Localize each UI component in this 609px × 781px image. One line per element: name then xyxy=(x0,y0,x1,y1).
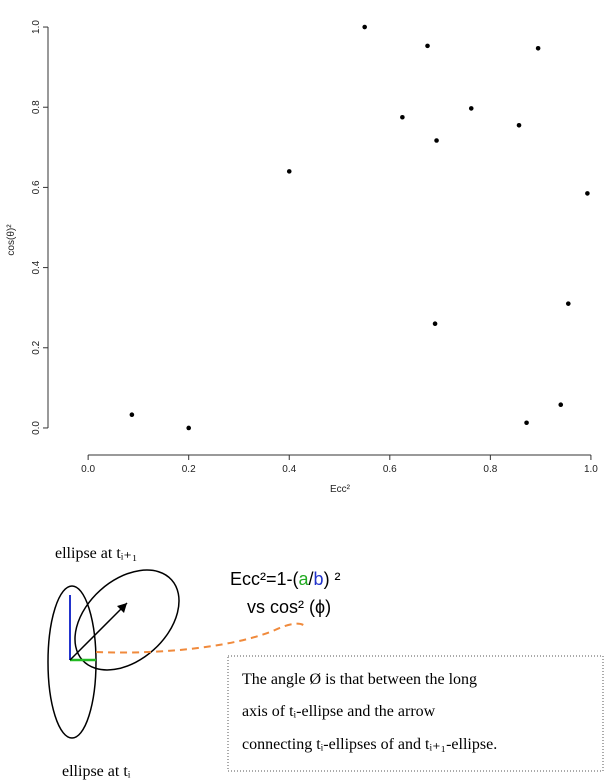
point xyxy=(434,138,439,143)
upper-ellipse-label: ellipse at tᵢ₊₁ xyxy=(55,545,137,562)
point xyxy=(558,402,564,408)
x-axis-title: Ecc² xyxy=(330,484,351,495)
formula-line2: vs cos² (ϕ) xyxy=(247,597,331,617)
formula-part: a xyxy=(299,569,310,589)
note-line: The angle Ø is that between the long xyxy=(242,671,477,688)
arrow-head xyxy=(117,603,127,613)
x-tick-label: 0.8 xyxy=(483,464,497,475)
formula-part: b xyxy=(314,569,324,589)
point xyxy=(129,412,135,418)
x-tick-label: 0.4 xyxy=(282,464,296,475)
y-tick-label: 1.0 xyxy=(31,20,42,34)
y-tick-label: 0.2 xyxy=(31,340,42,354)
arrow xyxy=(69,602,128,661)
point xyxy=(565,301,571,306)
point xyxy=(400,114,405,120)
ellipse-ti xyxy=(47,585,97,739)
formula-part: / xyxy=(309,569,314,589)
point xyxy=(186,425,191,431)
y-axis-title: cos(θ)² xyxy=(6,224,17,256)
point xyxy=(425,43,430,49)
point xyxy=(535,45,541,51)
point xyxy=(362,24,367,30)
point xyxy=(286,169,292,174)
point xyxy=(585,191,590,196)
x-tick-label: 0.0 xyxy=(81,464,95,475)
ellipse-ti1 xyxy=(74,569,180,671)
formula-part: ) ² xyxy=(324,569,341,589)
formula-part: Ecc²=1-( xyxy=(230,569,299,589)
y-tick-label: 0.4 xyxy=(31,260,42,274)
y-tick-label: 0.6 xyxy=(31,180,42,194)
formula: Ecc²=1-(a/b) ² xyxy=(230,569,341,589)
point xyxy=(524,420,529,426)
y-tick-label: 0.0 xyxy=(31,421,42,435)
y-tick-label: 0.8 xyxy=(31,100,42,114)
connector xyxy=(95,622,306,654)
point xyxy=(432,321,438,327)
point xyxy=(516,122,522,128)
note-line: axis of tᵢ-ellipse and the arrow xyxy=(242,703,436,720)
lower-ellipse-label: ellipse at tᵢ xyxy=(62,763,131,780)
point xyxy=(468,106,474,111)
note-line: connecting tᵢ-ellipses of and tᵢ₊₁-ellip… xyxy=(242,736,497,753)
x-tick-label: 0.6 xyxy=(383,464,397,475)
x-tick-label: 0.2 xyxy=(182,464,196,475)
note-box xyxy=(227,655,604,772)
x-tick-label: 1.0 xyxy=(584,464,598,475)
